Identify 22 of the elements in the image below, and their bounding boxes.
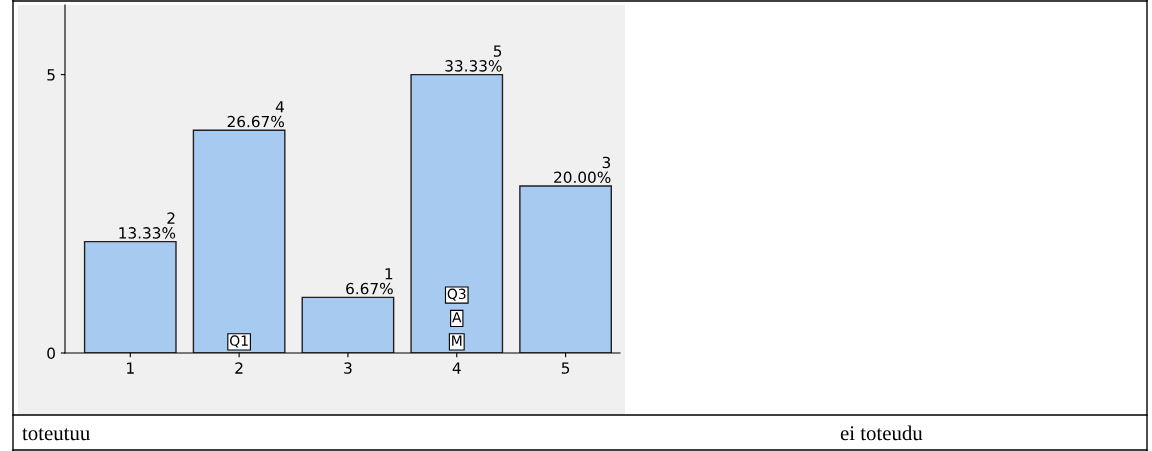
bar [301,296,395,353]
x-tick-label: 4 [452,362,461,374]
y-tick-label: 0 [47,347,55,360]
data-label: 1 6.67% [346,268,393,295]
annotation: Q3 [447,288,466,301]
data-label: 5 33.33% [445,45,502,72]
data-label: 2 13.33% [119,212,176,239]
text: ei toteudu [840,425,923,441]
data-label: 4 26.67% [227,101,284,128]
data-label: 3 20.00% [554,156,611,183]
text: toteutuu [22,428,90,441]
bar [192,129,286,353]
bar [519,185,612,353]
bar [410,73,504,353]
bar [83,240,177,353]
annotation: Q1 [230,335,248,348]
annotation: A [452,312,462,323]
x-tick-label: 3 [344,362,352,374]
annotation: M [452,335,462,346]
x-tick-label: 1 [127,362,134,374]
x-tick-label: 2 [235,362,243,374]
x-tick-label: 5 [561,362,570,374]
